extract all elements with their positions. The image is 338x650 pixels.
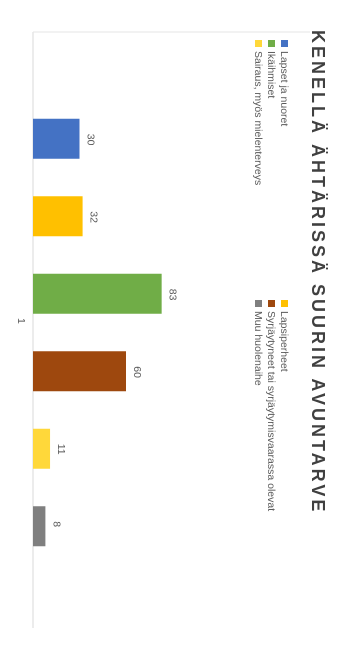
chart-plot: 30 32 83 60 11 8 1 xyxy=(15,31,310,628)
bar-5 xyxy=(32,428,51,469)
bar-6 xyxy=(32,506,46,547)
data-label: 32 xyxy=(88,211,100,223)
chart-frame: KENELLÄ ÄHTÄRISSÄ SUURIN AVUNTARVE Lapse… xyxy=(15,30,328,628)
category-label: 1 xyxy=(15,318,27,324)
bar-4 xyxy=(33,351,126,392)
data-label: 8 xyxy=(50,521,62,527)
data-label: 60 xyxy=(131,366,143,378)
data-label: 83 xyxy=(167,289,179,301)
data-label: 11 xyxy=(55,444,67,455)
bar-3 xyxy=(33,273,162,314)
rotated-chart: KENELLÄ ÄHTÄRISSÄ SUURIN AVUNTARVE Lapse… xyxy=(15,30,328,628)
bar-2 xyxy=(33,196,83,237)
bar-1 xyxy=(33,118,80,159)
data-label: 30 xyxy=(85,134,97,146)
